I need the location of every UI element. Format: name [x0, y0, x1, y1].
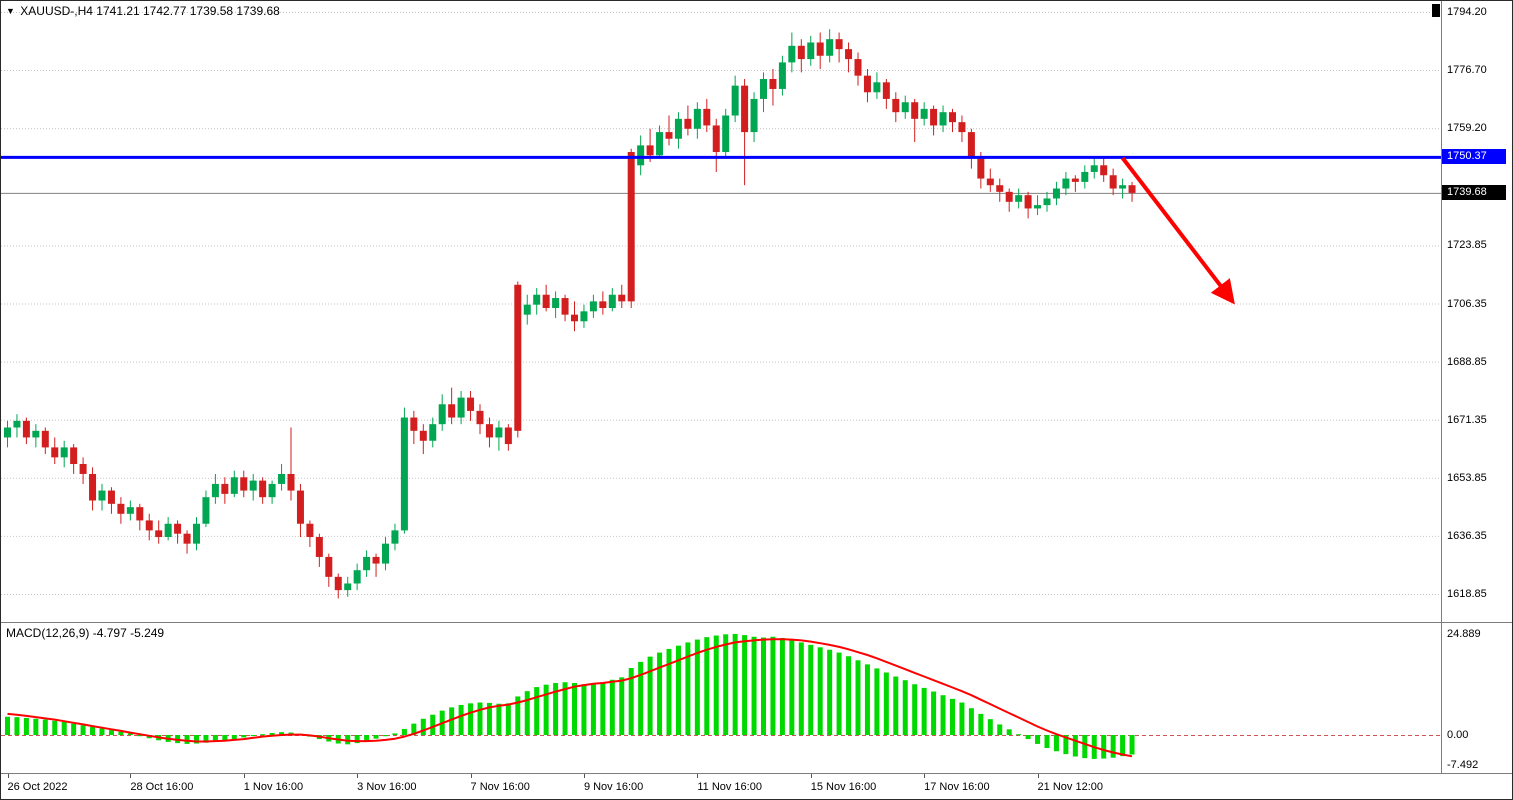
bid-price-tag: 1739.68 [1442, 184, 1506, 200]
time-axis-label: 17 Nov 16:00 [924, 781, 990, 793]
macd-histogram-group [5, 633, 1135, 759]
time-axis-label: 9 Nov 16:00 [583, 781, 644, 793]
time-axis-tick [924, 774, 926, 778]
macd-axis-label: -7.492 [1447, 759, 1479, 772]
macd-axis-label: 0.00 [1447, 729, 1469, 741]
time-axis[interactable]: 26 Oct 2022 28 Oct 16:00 1 Nov 16:00 3 Nov … [1, 773, 1512, 799]
time-axis-label: 11 Nov 16:00 [697, 781, 762, 793]
macd-panel[interactable]: MACD(12,26,9) -4.797 -5.249 [1, 622, 1441, 773]
time-axis-label: 7 Nov 16:00 [470, 781, 530, 793]
price-axis-label: 1653.85 [1447, 471, 1487, 484]
time-axis-tick [697, 774, 699, 778]
time-axis-label: 3 Nov 16:00 [357, 781, 417, 793]
candles-group [4, 29, 1136, 599]
time-axis-tick [583, 774, 585, 778]
macd-signal-line [7, 638, 1133, 758]
price-axis-label: 1723.85 [1447, 239, 1487, 252]
time-axis-tick [1037, 774, 1039, 778]
time-axis-label: 28 Oct 16:00 [130, 781, 194, 793]
hline-price-tag: 1750.37 [1442, 149, 1506, 165]
time-axis-label: 15 Nov 16:00 [810, 781, 877, 793]
macd-axis-label: 24.889 [1447, 627, 1481, 640]
price-gridlines [1, 11, 1441, 595]
price-axis-label: 1671.35 [1447, 413, 1487, 426]
price-axis-label: 1776.70 [1447, 64, 1487, 77]
time-axis-tick [7, 774, 9, 778]
macd-axis[interactable]: 24.889 0.00 -7.492 [1441, 622, 1512, 773]
time-axis-tick [130, 774, 132, 778]
price-axis-label: 1759.20 [1447, 122, 1487, 135]
trend-arrow[interactable] [1121, 156, 1235, 305]
price-axis-label: 1618.85 [1447, 587, 1487, 600]
time-axis-label: 21 Nov 12:00 [1037, 781, 1103, 793]
price-axis-label: 1688.85 [1447, 355, 1487, 368]
time-axis-label: 1 Nov 16:00 [243, 781, 304, 793]
price-axis-label: 1636.35 [1447, 529, 1487, 542]
price-axis-label: 1794.20 [1447, 5, 1487, 18]
chart-shift-marker[interactable] [1432, 4, 1440, 17]
time-axis-tick [243, 774, 245, 778]
price-axis[interactable]: 1750.37 1739.68 1794.20 1776.70 1759.20 172… [1441, 1, 1512, 622]
macd-chart[interactable] [1, 623, 1441, 773]
time-axis-tick [357, 774, 359, 778]
candlestick-chart[interactable] [1, 1, 1441, 622]
time-axis-tick [470, 774, 472, 778]
time-axis-tick [810, 774, 812, 778]
main-chart-panel[interactable]: ▼ XAUUSD-,H4 1741.21 1742.77 1739.58 173… [1, 1, 1441, 622]
price-axis-label: 1706.35 [1447, 297, 1487, 310]
time-axis-label: 26 Oct 2022 [7, 781, 68, 793]
